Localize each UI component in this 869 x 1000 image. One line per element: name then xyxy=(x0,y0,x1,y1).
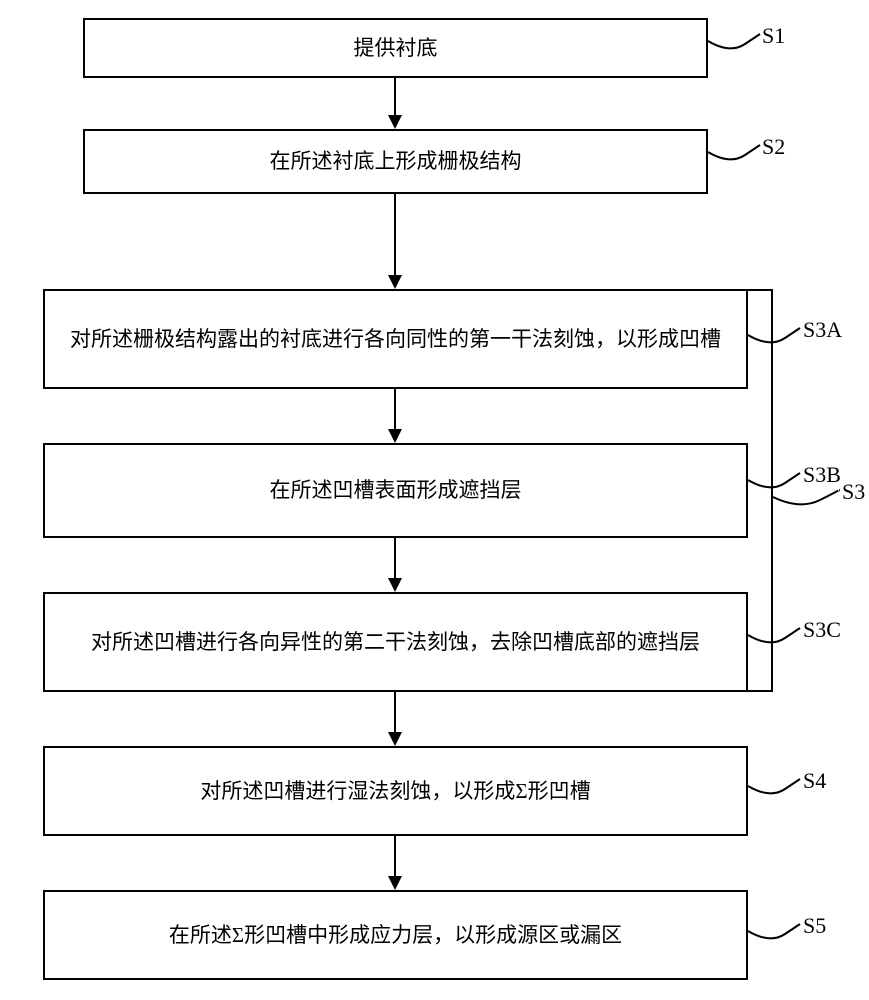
label-s3a: S3A xyxy=(803,317,842,343)
label-s3: S3 xyxy=(842,479,865,505)
label-s4: S4 xyxy=(803,768,826,794)
step-s3a-box: 对所述栅极结构露出的衬底进行各向同性的第一干法刻蚀，以形成凹槽 xyxy=(43,289,748,389)
step-s3c-box: 对所述凹槽进行各向异性的第二干法刻蚀，去除凹槽底部的遮挡层 xyxy=(43,592,748,692)
label-s5: S5 xyxy=(803,913,826,939)
label-s3c: S3C xyxy=(803,617,841,643)
step-s5-text: 在所述Σ形凹槽中形成应力层，以形成源区或漏区 xyxy=(169,919,622,952)
step-s5-box: 在所述Σ形凹槽中形成应力层，以形成源区或漏区 xyxy=(43,890,748,980)
step-s2-box: 在所述衬底上形成栅极结构 xyxy=(83,129,708,194)
step-s3a-text: 对所述栅极结构露出的衬底进行各向同性的第一干法刻蚀，以形成凹槽 xyxy=(70,323,721,356)
label-s1: S1 xyxy=(762,23,785,49)
step-s3c-text: 对所述凹槽进行各向异性的第二干法刻蚀，去除凹槽底部的遮挡层 xyxy=(91,626,700,659)
step-s1-text: 提供衬底 xyxy=(354,32,438,65)
step-s3b-text: 在所述凹槽表面形成遮挡层 xyxy=(270,474,522,507)
step-s1-box: 提供衬底 xyxy=(83,18,708,78)
s3-group-bracket xyxy=(748,289,773,692)
flowchart-canvas: 提供衬底 在所述衬底上形成栅极结构 对所述栅极结构露出的衬底进行各向同性的第一干… xyxy=(0,0,869,1000)
label-s3b: S3B xyxy=(803,462,841,488)
label-s2: S2 xyxy=(762,134,785,160)
step-s2-text: 在所述衬底上形成栅极结构 xyxy=(270,145,522,178)
step-s3b-box: 在所述凹槽表面形成遮挡层 xyxy=(43,443,748,538)
step-s4-text: 对所述凹槽进行湿法刻蚀，以形成Σ形凹槽 xyxy=(200,775,590,808)
step-s4-box: 对所述凹槽进行湿法刻蚀，以形成Σ形凹槽 xyxy=(43,746,748,836)
